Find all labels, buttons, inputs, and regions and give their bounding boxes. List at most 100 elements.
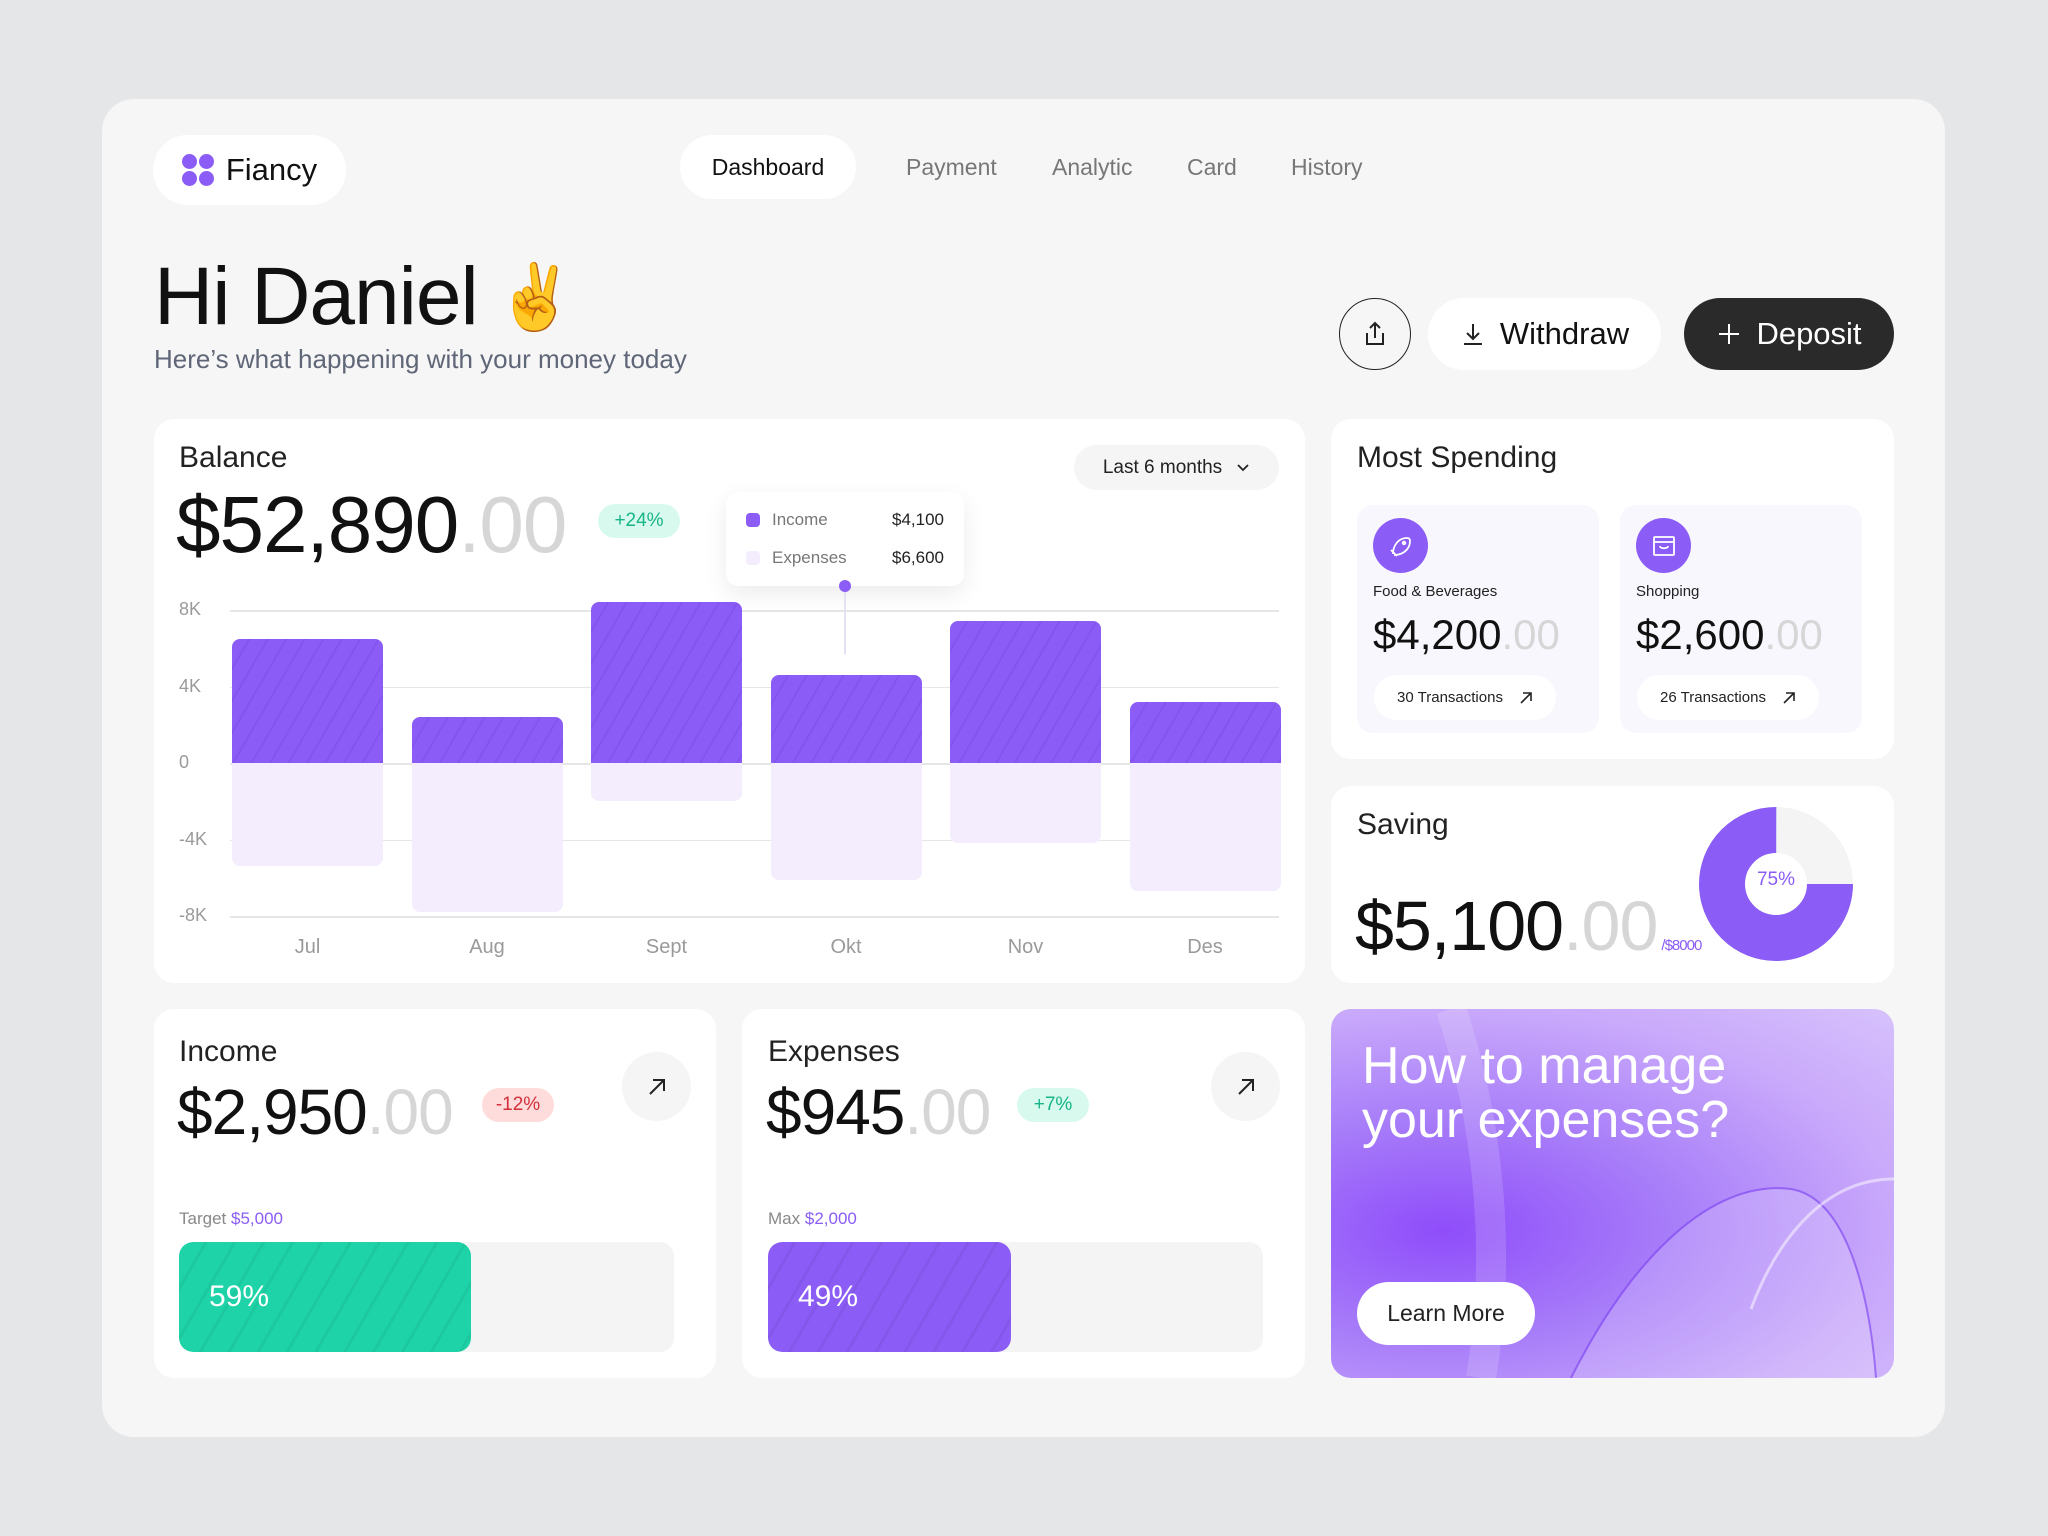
tooltip-line [844, 592, 846, 654]
expenses-bar [1129, 763, 1281, 892]
x-tick-label: Jul [294, 936, 321, 958]
income-progress-bar: 59% [179, 1242, 674, 1352]
spending-amount: $2,600.00 [1636, 611, 1823, 659]
income-open-button[interactable] [622, 1052, 691, 1121]
gridline [230, 763, 1279, 765]
balance-card: Balance $52,890.00 +24% Last 6 months 8K… [154, 419, 1305, 983]
amount-cents: .00 [1563, 887, 1658, 965]
plus-icon [1719, 324, 1740, 344]
promo-heading: How to manage your expenses? [1362, 1039, 1729, 1147]
saving-donut [1699, 807, 1853, 961]
page-title: Hi Daniel ✌️ [154, 250, 575, 344]
withdraw-button[interactable]: Withdraw [1428, 298, 1661, 370]
tooltip-income-label: Income [772, 510, 828, 529]
expenses-bar [770, 763, 922, 880]
tab-analytic[interactable]: Analytic [1052, 153, 1133, 180]
amount-cents: .00 [366, 1076, 454, 1148]
share-button[interactable] [1339, 298, 1411, 370]
expenses-max: Max $2,000 [768, 1209, 857, 1229]
gridline [230, 686, 1279, 688]
tab-dashboard[interactable]: Dashboard [680, 135, 856, 199]
balance-title: Balance [179, 441, 288, 474]
y-tick-label: 8K [179, 599, 202, 619]
spending-label: Shopping [1636, 583, 1700, 600]
tab-history[interactable]: History [1291, 153, 1363, 180]
y-tick-label: 4K [179, 675, 202, 696]
expenses-progress-fill: 49% [768, 1242, 1011, 1352]
transactions-label: 26 Transactions [1660, 689, 1766, 706]
balance-amount: $52,890.00 [176, 479, 567, 571]
shopping-bag-icon [1636, 518, 1691, 573]
learn-more-button[interactable]: Learn More [1357, 1282, 1535, 1345]
x-tick-label: Nov [1007, 936, 1044, 958]
expenses-progress-bar: 49% [768, 1242, 1263, 1352]
tooltip-expenses-value: $6,600 [892, 548, 944, 567]
saving-target: /$8000 [1661, 937, 1702, 954]
expenses-open-button[interactable] [1211, 1052, 1280, 1121]
greeting-title: Hi Daniel [154, 251, 479, 342]
chevron-down-icon [1237, 463, 1249, 471]
expenses-bar [950, 763, 1101, 844]
x-tick-label: Okt [830, 936, 862, 958]
donut-progress [1699, 807, 1853, 961]
tab-card[interactable]: Card [1187, 153, 1237, 180]
income-amount: $2,950.00 [177, 1075, 454, 1149]
withdraw-label: Withdraw [1499, 316, 1630, 351]
range-label: Last 6 months [1102, 456, 1223, 478]
tooltip-income-value: $4,100 [892, 510, 944, 529]
download-icon [1463, 324, 1482, 345]
amount-whole: $2,950 [177, 1076, 368, 1148]
deposit-button[interactable]: Deposit [1684, 298, 1894, 370]
target-label: Target [179, 1209, 227, 1228]
max-label: Max [768, 1209, 801, 1228]
gridline [230, 916, 1279, 918]
tab-payment[interactable]: Payment [906, 153, 997, 180]
gridline [230, 839, 1279, 841]
y-tick-label: -4K [179, 828, 208, 849]
tooltip-expenses-label: Expenses [772, 548, 847, 567]
most-spending-card: Most Spending Food & Beverages $4,200.00… [1331, 419, 1894, 759]
expenses-amount: $945.00 [766, 1075, 991, 1149]
income-progress-fill: 59% [179, 1242, 472, 1352]
saving-amount: $5,100.00/$8000 [1355, 886, 1702, 966]
amount-whole: $945 [766, 1076, 905, 1148]
expenses-legend-swatch [746, 551, 760, 565]
expenses-bar [411, 763, 563, 913]
income-bar [232, 638, 383, 763]
transactions-button[interactable]: 26 Transactions [1637, 675, 1819, 720]
income-card: Income $2,950.00 -12% Target $5,000 59% [154, 1009, 716, 1378]
expenses-card: Expenses $945.00 +7% Max $2,000 49% [742, 1009, 1305, 1378]
transactions-button[interactable]: 30 Transactions [1374, 675, 1556, 720]
income-legend-swatch [746, 513, 760, 527]
y-tick-label: -8K [179, 905, 208, 925]
arrow-up-right-icon [1520, 691, 1532, 704]
income-bar [591, 602, 742, 763]
amount-cents: .00 [1501, 611, 1560, 658]
income-bar [950, 621, 1101, 763]
promo-heading-line: How to manage [1362, 1037, 1727, 1095]
spending-amount: $4,200.00 [1373, 611, 1560, 659]
saving-title: Saving [1357, 808, 1449, 841]
deposit-label: Deposit [1756, 316, 1862, 351]
amount-cents: .00 [904, 1076, 991, 1148]
arrow-up-right-icon [1783, 691, 1795, 704]
range-dropdown[interactable]: Last 6 months [1074, 445, 1279, 490]
brand-logo[interactable]: Fiancy [153, 135, 346, 205]
transactions-label: 30 Transactions [1397, 689, 1503, 706]
income-bar [411, 717, 563, 763]
expenses-change-badge: +7% [1017, 1088, 1089, 1122]
x-tick-label: Sept [645, 936, 688, 958]
max-value: $2,000 [804, 1209, 857, 1228]
amount-whole: $2,600 [1636, 611, 1765, 658]
tooltip-anchor-dot [839, 580, 851, 592]
fish-icon [1373, 518, 1428, 573]
arrow-up-right-icon [1237, 1078, 1254, 1095]
logo-icon [181, 154, 214, 186]
gridline [230, 610, 1279, 612]
expenses-bar [232, 763, 383, 867]
promo-heading-line: your expenses? [1362, 1091, 1730, 1149]
balance-change-badge: +24% [598, 504, 680, 538]
x-tick-label: Aug [469, 936, 505, 958]
income-title: Income [179, 1035, 278, 1068]
income-change-badge: -12% [482, 1088, 554, 1122]
